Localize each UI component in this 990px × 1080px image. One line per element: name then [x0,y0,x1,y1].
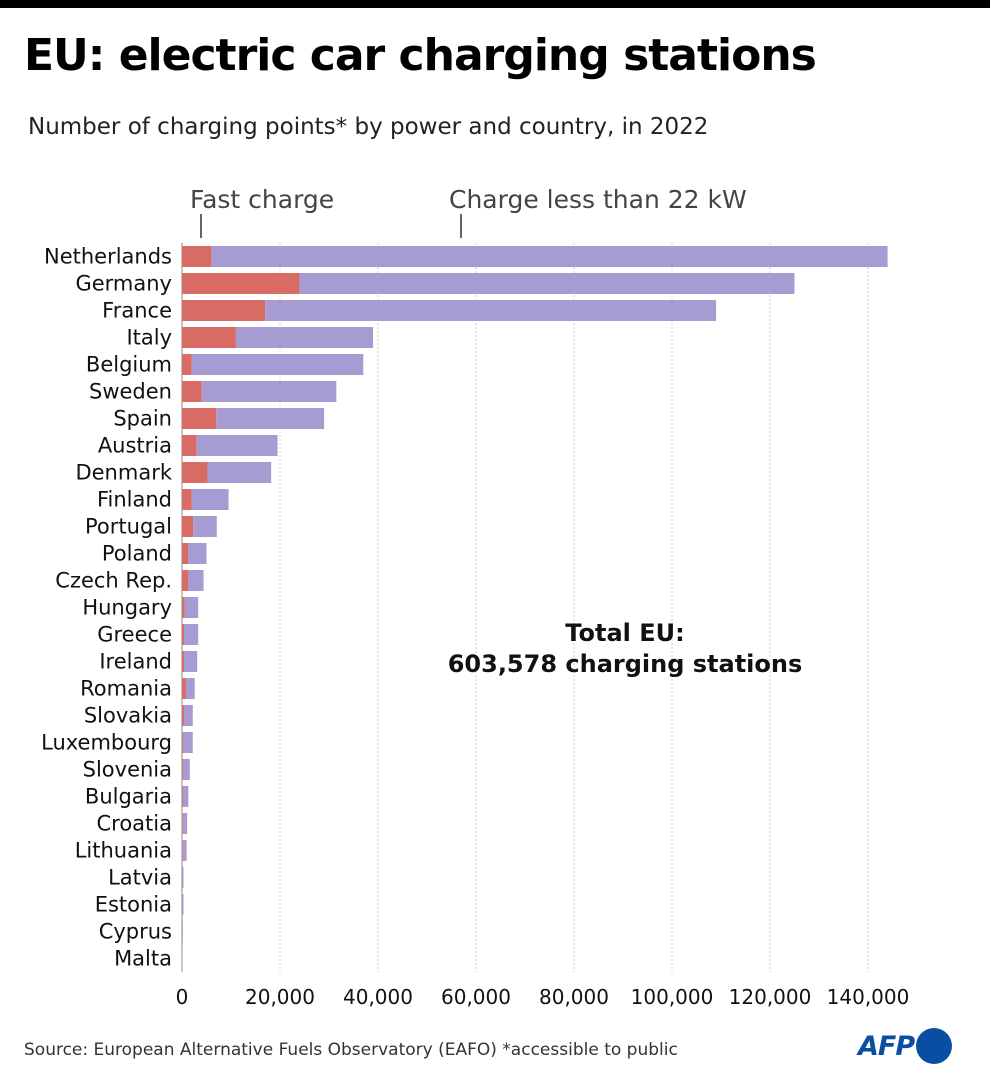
bar-slow-2 [265,300,717,321]
x-tick-label-4: 80,000 [539,985,609,1009]
category-label-11: Poland [102,542,172,566]
bar-fast-8 [182,462,208,483]
bar-fast-22 [182,840,183,861]
bar-slow-23 [182,867,184,888]
bar-slow-1 [299,273,795,294]
x-tick-label-3: 60,000 [441,985,511,1009]
top-rule [0,0,990,8]
chart-title: EU: electric car charging stations [24,30,817,81]
bar-slow-11 [188,543,207,564]
category-label-17: Slovakia [84,704,172,728]
bar-slow-21 [182,813,188,834]
chart-subtitle: Number of charging points* by power and … [28,114,709,140]
category-label-18: Luxembourg [41,731,172,755]
bar-fast-16 [182,678,186,699]
legend-fast-label: Fast charge [190,185,334,214]
bar-fast-14 [182,624,184,645]
category-label-0: Netherlands [44,245,172,269]
bar-fast-17 [182,705,184,726]
category-label-3: Italy [126,326,172,350]
category-label-1: Germany [75,272,172,296]
bar-slow-25 [182,921,183,942]
category-label-26: Malta [114,947,172,971]
bar-fast-11 [182,543,189,564]
category-label-13: Hungary [82,596,172,620]
bar-fast-9 [182,489,192,510]
bar-slow-6 [216,408,325,429]
bar-fast-12 [182,570,189,591]
annotation-line-2: 603,578 charging stations [448,650,803,678]
bar-slow-8 [207,462,272,483]
category-label-20: Bulgaria [85,785,172,809]
category-label-22: Lithuania [75,839,172,863]
bar-fast-2 [182,300,266,321]
category-label-25: Cyprus [99,920,172,944]
bar-fast-5 [182,381,202,402]
category-label-10: Portugal [85,515,172,539]
afp-logo-text: AFP [858,1030,915,1062]
bar-fast-0 [182,246,212,267]
afp-logo-dot [916,1028,953,1064]
bar-fast-18 [182,732,183,753]
afp-logo: AFP [858,1028,953,1064]
category-label-2: France [102,299,172,323]
bar-slow-18 [182,732,193,753]
category-label-24: Estonia [95,893,172,917]
bar-slow-5 [201,381,337,402]
bar-fast-10 [182,516,194,537]
bar-slow-3 [235,327,374,348]
x-tick-label-6: 120,000 [729,985,812,1009]
legend-slow-label: Charge less than 22 kW [449,185,747,214]
bar-slow-14 [183,624,199,645]
category-label-14: Greece [97,623,172,647]
bar-fast-1 [182,273,300,294]
bar-fast-6 [182,408,217,429]
bar-slow-24 [182,894,184,915]
category-label-21: Croatia [97,812,173,836]
bar-slow-20 [182,786,189,807]
category-label-5: Sweden [89,380,172,404]
bar-fast-13 [182,597,185,618]
category-label-16: Romania [80,677,172,701]
bar-fast-4 [182,354,192,375]
category-label-6: Spain [113,407,172,431]
category-label-8: Denmark [75,461,172,485]
bar-fast-19 [182,759,183,780]
category-label-9: Finland [97,488,172,512]
bar-slow-19 [182,759,190,780]
category-label-19: Slovenia [83,758,172,782]
bar-chart: Netherlands Germany France Italy Belgium Swed… [41,185,910,1009]
x-tick-label-2: 40,000 [343,985,413,1009]
bar-slow-15 [183,651,198,672]
x-tick-label-5: 100,000 [631,985,714,1009]
category-label-23: Latvia [108,866,172,890]
category-label-15: Ireland [99,650,172,674]
bar-fast-21 [182,813,183,834]
bar-slow-10 [193,516,217,537]
annotation-line-1: Total EU: [565,619,684,647]
bar-slow-16 [185,678,195,699]
x-tick-label-0: 0 [176,985,189,1009]
bar-slow-22 [182,840,187,861]
category-label-4: Belgium [86,353,172,377]
x-tick-label-1: 20,000 [245,985,315,1009]
bar-fast-15 [182,651,184,672]
bar-slow-9 [191,489,229,510]
bar-fast-20 [182,786,183,807]
bar-fast-3 [182,327,236,348]
bar-fast-7 [182,435,197,456]
source-note: Source: European Alternative Fuels Obser… [24,1040,678,1060]
bar-slow-17 [183,705,193,726]
bar-slow-12 [188,570,204,591]
category-label-12: Czech Rep. [55,569,172,593]
bar-slow-7 [196,435,278,456]
bar-slow-13 [184,597,199,618]
bar-slow-0 [211,246,888,267]
bar-slow-4 [191,354,364,375]
x-tick-label-7: 140,000 [827,985,910,1009]
category-label-7: Austria [98,434,172,458]
